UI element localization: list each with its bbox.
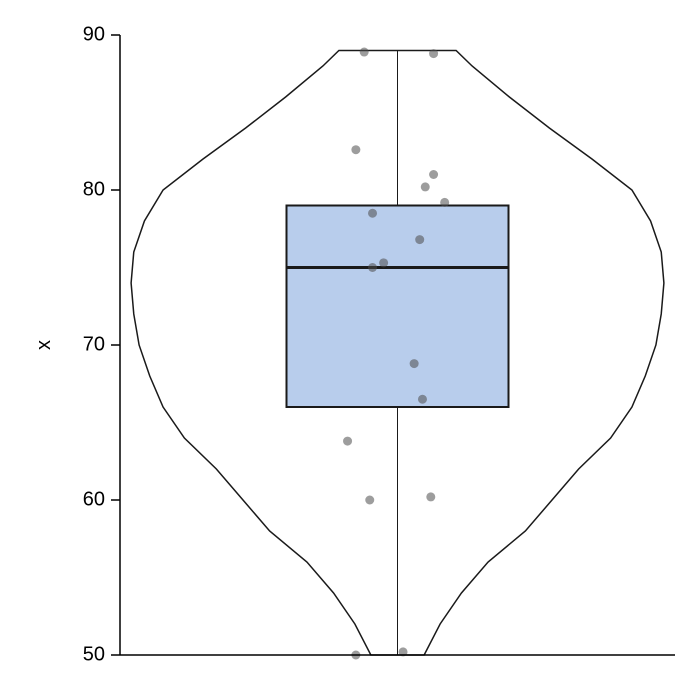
box [287, 206, 509, 408]
data-point [429, 49, 438, 58]
data-point [379, 258, 388, 267]
y-axis-title: x [33, 340, 55, 350]
data-point [421, 182, 430, 191]
data-point [415, 235, 424, 244]
data-point [429, 170, 438, 179]
violin-box-chart: 50 60 70 80 90 x [0, 0, 700, 700]
data-point [410, 359, 419, 368]
y-tick-label: 80 [83, 178, 105, 200]
data-point [368, 209, 377, 218]
y-tick-label: 90 [83, 23, 105, 45]
data-point [343, 437, 352, 446]
y-tick-label: 50 [83, 643, 105, 665]
data-point [351, 145, 360, 154]
data-point [368, 263, 377, 272]
data-point [426, 492, 435, 501]
y-tick-label: 70 [83, 333, 105, 355]
data-point [440, 198, 449, 207]
y-tick-label: 60 [83, 488, 105, 510]
data-point [360, 48, 369, 57]
data-point [365, 496, 374, 505]
data-point [418, 395, 427, 404]
